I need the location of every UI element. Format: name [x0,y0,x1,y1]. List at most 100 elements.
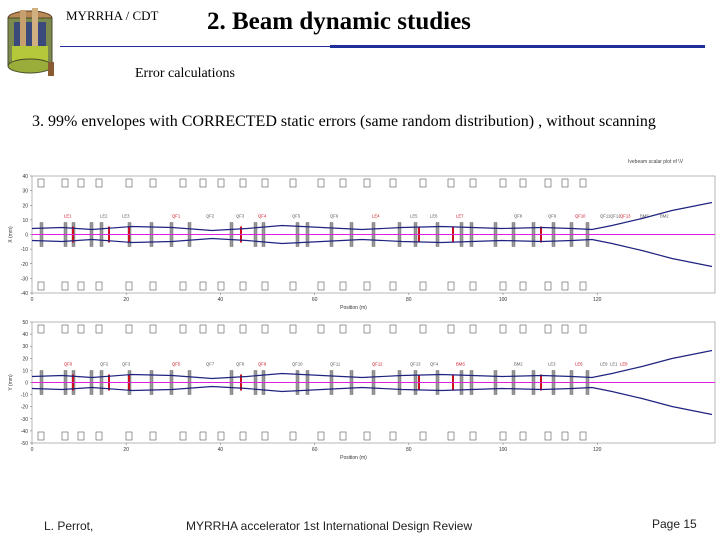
bottom-element-label: QF4 [430,362,439,367]
top-ylabel: X (mm) [8,226,14,243]
top-ytick-label: 30 [22,189,28,195]
bottom-aperture-top [339,324,347,334]
bottom-aperture-top [519,324,527,334]
top-aperture-top [579,178,587,188]
plot-tag: Ivebeam scalar plot of \V [628,159,684,165]
top-aperture-bottom [317,281,325,291]
bottom-aperture-top [61,324,69,334]
bottom-aperture-bottom [125,431,133,441]
bottom-xtick-label: 80 [406,447,412,453]
bottom-aperture-bottom [519,431,527,441]
top-ytick-label: 20 [22,203,28,209]
bottom-aperture-bottom [217,431,225,441]
top-element-label: QF3 [236,214,245,219]
top-aperture-bottom [289,281,297,291]
top-aperture-top [37,178,45,188]
slide-subtitle: Error calculations [135,66,235,81]
bottom-element-label: QF8 [236,362,245,367]
bottom-xtick-label: 20 [123,447,129,453]
bottom-aperture-top [419,324,427,334]
bottom-element-label: LE9 [600,362,608,367]
top-aperture-top [317,178,325,188]
bottom-aperture-top [317,324,325,334]
top-aperture-top [239,178,247,188]
footer-author: L. Perrot, [44,519,94,533]
bottom-aperture-top [179,324,187,334]
bottom-ytick-label: 50 [22,320,28,326]
top-element-label: BMS [640,214,649,219]
top-xlabel: Position (m) [340,305,367,311]
bottom-element-label: LE1 [610,362,618,367]
top-aperture-bottom [544,281,552,291]
bottom-xtick-label: 100 [499,447,508,453]
bottom-aperture-top [447,324,455,334]
bottom-element-label: QF7 [206,362,215,367]
top-element-label: LE3 [122,214,130,219]
bottom-aperture-bottom [544,431,552,441]
bottom-aperture-bottom [469,431,477,441]
top-ytick-label: -20 [21,262,28,268]
top-element-label: LE4 [372,214,380,219]
top-aperture-top [519,178,527,188]
top-aperture-top [447,178,455,188]
bottom-xtick-label: 120 [593,447,602,453]
top-element-label: QF2 [206,214,215,219]
top-element-label: BM2 [660,214,669,219]
bottom-ytick-label: -20 [21,405,28,411]
bottom-element-label: LE8 [620,362,628,367]
bottom-aperture-bottom [77,431,85,441]
bottom-element-label: QF2 [100,362,109,367]
bottom-aperture-top [125,324,133,334]
top-aperture-bottom [199,281,207,291]
bottom-element-label: QF11 [330,362,341,367]
top-element-label: QF10 [575,214,586,219]
bottom-xtick-label: 40 [218,447,224,453]
top-ytick-label: -40 [21,291,28,297]
top-aperture-bottom [179,281,187,291]
bottom-aperture-bottom [419,431,427,441]
bottom-aperture-bottom [317,431,325,441]
bottom-ytick-label: -50 [21,441,28,447]
bottom-aperture-bottom [261,431,269,441]
top-element-label: QF13 [620,214,631,219]
top-aperture-bottom [363,281,371,291]
bottom-envelope-upper [31,349,713,380]
top-ytick-label: 0 [25,233,28,239]
top-aperture-bottom [499,281,507,291]
bottom-aperture-bottom [95,431,103,441]
top-aperture-bottom [77,281,85,291]
top-aperture-bottom [561,281,569,291]
bottom-aperture-top [217,324,225,334]
slide-title: 2. Beam dynamic studies [207,8,471,35]
top-aperture-top [261,178,269,188]
bottom-element-label: QF10 [292,362,303,367]
top-element-label: QF8 [514,214,523,219]
top-aperture-top [125,178,133,188]
top-aperture-bottom [389,281,397,291]
top-element-label: LE6 [430,214,438,219]
top-aperture-top [363,178,371,188]
bottom-ytick-label: 10 [22,368,28,374]
top-ytick-label: -10 [21,247,28,253]
bottom-element-label: QF9 [258,362,267,367]
bottom-aperture-top [149,324,157,334]
bottom-element-label: LE6 [575,362,583,367]
bottom-envelope-lower [31,385,713,416]
top-aperture-top [469,178,477,188]
top-xtick-label: 40 [218,297,224,303]
top-ytick-label: -30 [21,276,28,282]
slide-description: 3. 99% envelopes with CORRECTED static e… [32,113,656,130]
bottom-element-label: QF12 [372,362,383,367]
bottom-aperture-bottom [499,431,507,441]
top-xtick-label: 120 [593,297,602,303]
top-element-label: QF12 [610,214,621,219]
top-aperture-bottom [149,281,157,291]
top-envelope-upper [31,201,713,232]
top-element-label: QF6 [330,214,339,219]
bottom-aperture-bottom [561,431,569,441]
bottom-aperture-top [95,324,103,334]
bottom-aperture-bottom [179,431,187,441]
bottom-aperture-bottom [579,431,587,441]
